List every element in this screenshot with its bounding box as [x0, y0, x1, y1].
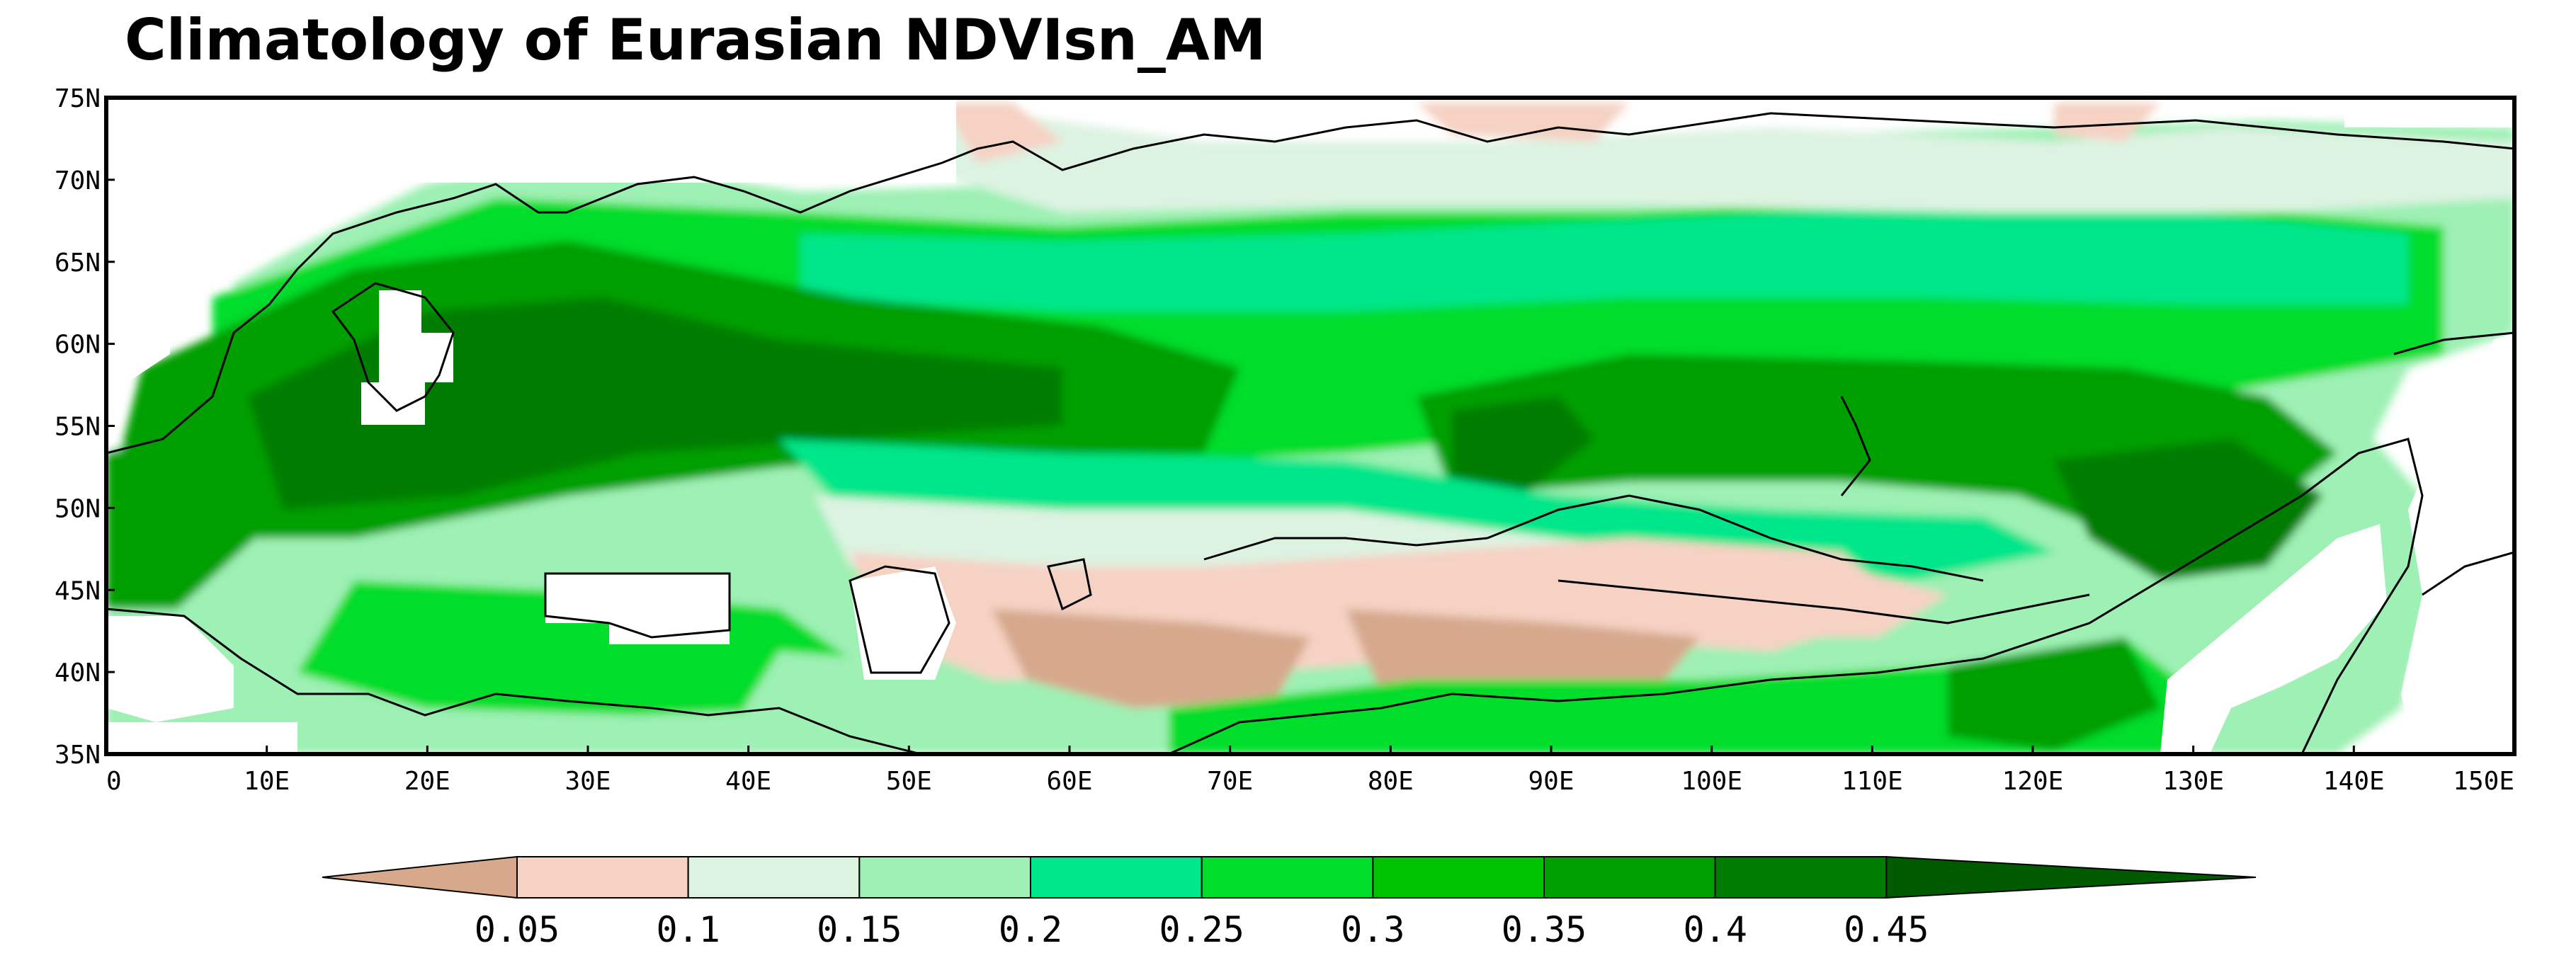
desert-core [992, 609, 1310, 708]
colorbar-segment [1543, 856, 1716, 899]
lon-tick-label: 70E [1207, 767, 1253, 796]
lon-tick-label: 150E [2453, 767, 2514, 796]
lon-tick-label: 0 [106, 767, 122, 796]
lat-tick-label: 70N [55, 166, 101, 195]
dark-forest-east [1452, 397, 1594, 496]
coastlines [106, 112, 2514, 754]
lat-tick-label: 50N [55, 494, 101, 523]
colorbar-label: 0.2 [999, 909, 1062, 950]
lat-tick-label: 45N [55, 576, 101, 605]
lon-tick-label: 90E [1528, 767, 1574, 796]
colorbar-label: 0.1 [657, 909, 720, 950]
lon-tick-label: 40E [725, 767, 771, 796]
ndvi-field [106, 98, 2514, 754]
tundra-pink-yamal [942, 103, 1062, 163]
lon-tick-label: 10E [244, 767, 290, 796]
colorbar-segment [1030, 856, 1203, 899]
colorbar-segment [858, 856, 1032, 899]
colorbar-segment [516, 856, 689, 899]
lon-tick-label: 140E [2323, 767, 2385, 796]
lon-tick-label: 110E [1842, 767, 1903, 796]
colorbar-segment [1372, 856, 1545, 899]
lat-axis: 35N 40N 45N 50N 55N 60N 65N 70N 75N [55, 84, 115, 770]
colorbar-label: 0.3 [1341, 909, 1405, 950]
south-china-dark [1948, 637, 2160, 751]
colorbar-segment [687, 856, 861, 899]
colorbar-segment [1201, 856, 1374, 899]
taiga-bright-belt [800, 205, 2408, 312]
tundra-pink-east [2054, 103, 2160, 142]
lon-tick-label: 120E [2002, 767, 2064, 796]
lon-tick-label: 100E [1681, 767, 1742, 796]
masked-areas [106, 98, 2514, 754]
colorbar: 0.05 0.1 0.15 0.2 0.25 0.3 0.35 0.4 0.45 [322, 855, 2257, 950]
iberia-green [106, 425, 255, 609]
colorbar-high-extension [1885, 855, 2257, 899]
dark-forest-manchuria [2054, 439, 2323, 581]
lon-tick-label: 130E [2162, 767, 2224, 796]
lon-tick-label: 50E [886, 767, 932, 796]
colorbar-label: 0.25 [1159, 909, 1244, 950]
lat-tick-label: 40N [55, 658, 101, 688]
lon-tick-label: 30E [564, 767, 611, 796]
colorbar-label: 0.15 [817, 909, 902, 950]
colorbar-label: 0.45 [1844, 909, 1929, 950]
south-asia-green [1169, 637, 2196, 754]
colorbar-low-extension [322, 855, 518, 899]
desert-gobi [1629, 566, 1948, 637]
map-title: Climatology of Eurasian NDVIsn_AM [125, 7, 1266, 73]
lat-tick-label: 60N [55, 331, 101, 360]
tundra-fringe [921, 106, 2514, 212]
lon-tick-label: 60E [1046, 767, 1092, 796]
lat-tick-label: 35N [55, 741, 101, 770]
lat-tick-label: 75N [55, 84, 101, 113]
colorbar-label: 0.05 [475, 909, 560, 950]
iran-light [744, 651, 1027, 754]
colorbar-label: 0.35 [1502, 909, 1587, 950]
tundra-pink-taymyr [1417, 103, 1629, 142]
lat-tick-label: 65N [55, 249, 101, 278]
lon-tick-label: 80E [1368, 767, 1414, 796]
colorbar-label: 0.4 [1684, 909, 1747, 950]
lat-tick-label: 55N [55, 413, 101, 442]
colorbar-segment [1714, 856, 1888, 899]
lon-axis: 0 10E 20E 30E 40E 50E 60E 70E 80E 90E 100E 110E 120E… [105, 746, 2516, 796]
lon-tick-label: 20E [404, 767, 450, 796]
